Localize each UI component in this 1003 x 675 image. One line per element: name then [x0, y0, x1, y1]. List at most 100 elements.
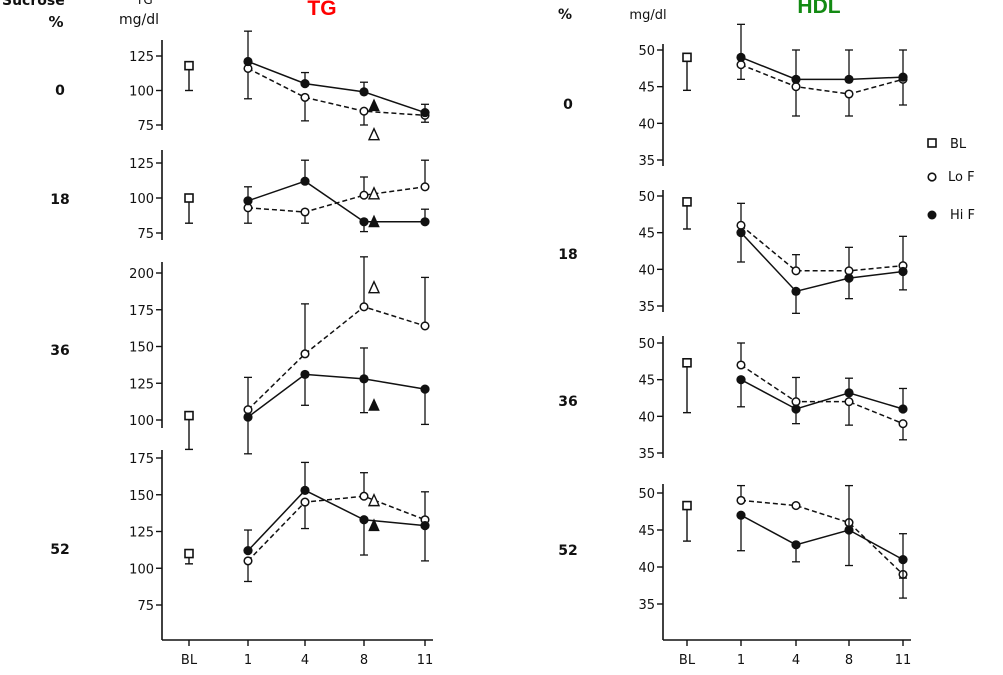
legend-hif-marker [927, 210, 937, 220]
hdl-y-tick-label: 35 [638, 154, 655, 169]
tg-panel: 52 75 100 125 150 175 [50, 450, 430, 640]
hdl-baseline-marker [682, 500, 692, 511]
tg-y-tick-label: 150 [129, 341, 154, 356]
tg-open-triangle-marker [367, 126, 381, 141]
legend-lof-label: Lo F [948, 170, 975, 185]
tg-x-tick-label: 11 [417, 653, 434, 668]
tg-y-tick-label: 100 [129, 414, 154, 429]
tg-sucrose-pct-label: 0 [55, 83, 65, 99]
tg-hif-point [359, 374, 369, 384]
tg-open-triangle-marker [367, 492, 381, 507]
tg-y-tick-label: 100 [129, 192, 154, 207]
tg-hif-point [300, 176, 310, 186]
tg-chart: BL 1 4 8 11 0 75 100 125 18 75 100 125 36 100 125 150 175… [50, 30, 434, 668]
hdl-hif-series-line [740, 514, 904, 561]
tg-x-tick-label: 1 [244, 653, 252, 668]
tg-hif-point [243, 546, 253, 556]
hdl-y-tick-label: 35 [638, 598, 655, 613]
hdl-x-tick-label: 8 [845, 653, 853, 668]
hdl-lof-point [736, 495, 746, 505]
hdl-baseline-marker [682, 357, 692, 368]
tg-hif-series-line [247, 60, 426, 114]
hdl-hif-point [736, 228, 746, 238]
tg-hif-point [243, 196, 253, 206]
tg-lof-series-line [247, 186, 426, 213]
tg-x-tick-label: BL [181, 653, 198, 668]
tg-y-tick-label: 125 [129, 50, 154, 65]
tg-y-tick-label: 200 [129, 267, 154, 282]
tg-unit-header-cut: TG [135, 0, 153, 7]
hdl-lof-series-line [740, 224, 904, 272]
hdl-lof-point [844, 266, 854, 276]
hdl-hif-point [844, 525, 854, 535]
tg-sucrose-pct-label: 18 [50, 192, 69, 208]
hdl-sucrose-pct-label: 0 [563, 97, 573, 113]
hdl-y-tick-label: 35 [638, 447, 655, 462]
hdl-sucrose-pct-label: 36 [558, 394, 577, 410]
tg-lof-point [359, 302, 369, 312]
tg-baseline-marker [184, 60, 194, 71]
hdl-hif-series-line [740, 379, 904, 410]
hdl-hif-series-line [740, 56, 904, 81]
hdl-x-tick-label: 1 [737, 653, 745, 668]
tg-lof-series-line [247, 67, 426, 117]
hdl-x-tick-label: 11 [895, 653, 912, 668]
hdl-baseline-marker [682, 52, 692, 63]
tg-y-tick-label: 175 [129, 452, 154, 467]
hdl-panel: 52 35 40 45 50 [558, 484, 908, 640]
tg-hif-series-line [247, 489, 426, 552]
right-pct-header: % [558, 7, 572, 23]
hdl-sucrose-pct-label: 18 [558, 247, 577, 263]
tg-hif-point [300, 79, 310, 89]
hdl-hif-point [736, 375, 746, 385]
tg-lof-point [420, 321, 430, 331]
hdl-lof-point [791, 501, 801, 511]
tg-baseline-marker [184, 410, 194, 421]
tg-panel: 18 75 100 125 [50, 150, 430, 242]
tg-lof-point [359, 106, 369, 116]
tg-hif-point [420, 217, 430, 227]
tg-lof-point [300, 497, 310, 507]
hdl-hif-point [844, 273, 854, 283]
left-pct-header: % [48, 13, 63, 31]
hdl-panel: 18 35 40 45 50 [558, 190, 908, 315]
hdl-lof-point [791, 397, 801, 407]
plot-layer: BL 1 4 8 11075100125187510012536100125150175… [50, 23, 912, 668]
tg-hif-point [359, 87, 369, 97]
hdl-y-tick-label: 40 [638, 117, 655, 132]
tg-chart-title: TG [307, 0, 336, 20]
tg-y-tick-label: 125 [129, 526, 154, 541]
tg-hif-point [420, 107, 430, 118]
hdl-panel: 36 35 40 45 50 [558, 336, 908, 462]
tg-baseline-marker [184, 548, 194, 559]
tg-y-tick-label: 75 [137, 227, 154, 242]
tg-hif-point [300, 369, 310, 380]
tg-lof-point [243, 405, 253, 415]
tg-lof-point [359, 491, 369, 501]
tg-y-tick-label: 100 [129, 85, 154, 100]
hdl-y-tick-label: 50 [638, 337, 655, 352]
tg-lof-point [300, 207, 310, 217]
hdl-lof-series-line [740, 364, 904, 425]
right-y-unit-label: mg/dl [629, 8, 666, 23]
tg-filled-triangle-marker [368, 214, 380, 228]
hdl-hif-point [898, 266, 908, 277]
tg-lof-series-line [247, 305, 426, 411]
hdl-y-tick-label: 35 [638, 300, 655, 315]
tg-hif-point [359, 515, 369, 525]
hdl-chart: BL 1 4 8 11 0 35 40 45 50 18 35 40 45 50 36 35 40 45 50 52 35… [558, 23, 912, 668]
hdl-y-tick-label: 50 [638, 44, 655, 59]
hdl-hif-point [898, 555, 908, 565]
tg-hif-point [243, 56, 253, 67]
legend-bl-label: BL [950, 137, 967, 152]
tg-lof-point [243, 556, 253, 566]
hdl-lof-series-line [740, 499, 904, 575]
tg-filled-triangle-marker [368, 398, 380, 411]
hdl-hif-point [791, 540, 801, 550]
hdl-y-tick-label: 50 [638, 487, 655, 502]
hdl-hif-point [736, 510, 746, 520]
hdl-lof-point [736, 60, 746, 70]
left-y-unit-label: mg/dl [119, 12, 159, 28]
tg-y-tick-label: 175 [129, 304, 154, 319]
